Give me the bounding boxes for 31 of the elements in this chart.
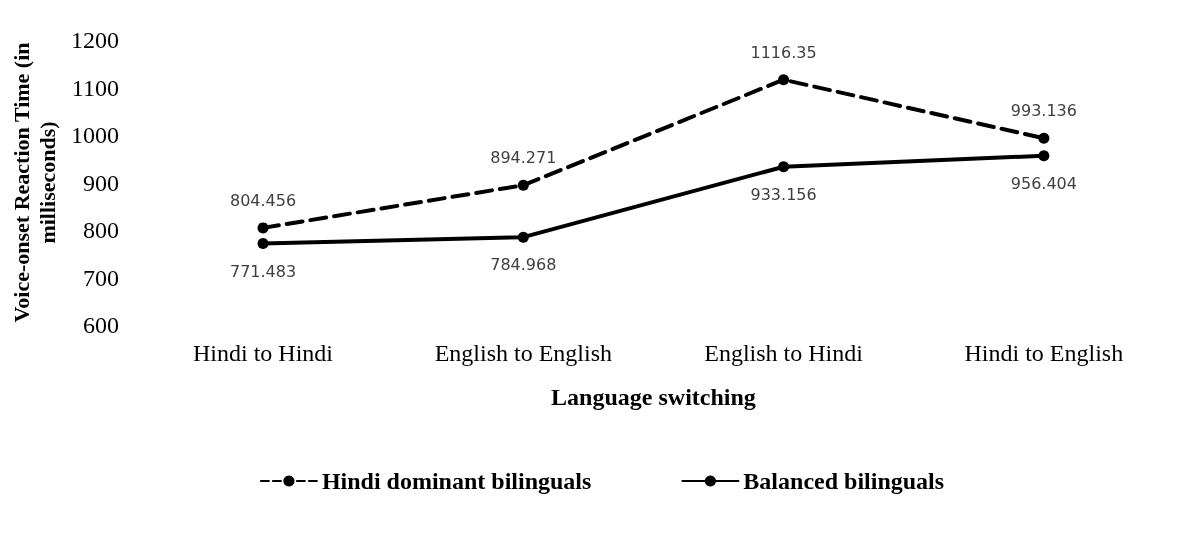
point: [778, 74, 790, 86]
data-label: 894.271: [490, 148, 557, 168]
data-label: 804.456: [229, 190, 297, 210]
y-tick-label: 700: [82, 264, 119, 291]
data-label: 784.968: [490, 255, 557, 275]
point: [257, 238, 269, 250]
data-label: 771.483: [229, 261, 297, 281]
x-tick-label: English to Hindi: [704, 340, 864, 366]
x-tick-label: English to English: [434, 340, 612, 366]
y-tick-label: 1100: [71, 74, 119, 101]
y-tick-label: 1000: [70, 122, 119, 148]
point: [1038, 132, 1050, 144]
x-tick-label: Hindi to Hindi: [193, 340, 334, 366]
x-tick-label: Hindi to English: [964, 340, 1124, 366]
y-tick-label: 600: [82, 312, 119, 338]
data-label: 956.404: [1010, 173, 1077, 193]
y-tick-label: 800: [82, 217, 119, 243]
y-tick-label: 900: [82, 169, 119, 196]
point: [257, 222, 269, 234]
x-axis-title: Language switching: [551, 384, 756, 410]
legend-label: Balanced bilinguals: [743, 468, 945, 494]
data-label: 933.156: [750, 184, 817, 204]
legend-label: Hindi dominant bilinguals: [321, 468, 592, 494]
point: [517, 231, 529, 243]
y-tick-label: 1200: [70, 27, 119, 53]
data-label: 1116.35: [750, 42, 817, 62]
data-label: 993.136: [1010, 101, 1077, 121]
point: [1038, 150, 1050, 162]
point: [778, 161, 790, 173]
point: [517, 179, 529, 191]
y-axis-title: Voice-onset Reaction Time (in milliseconds): [8, 42, 60, 323]
